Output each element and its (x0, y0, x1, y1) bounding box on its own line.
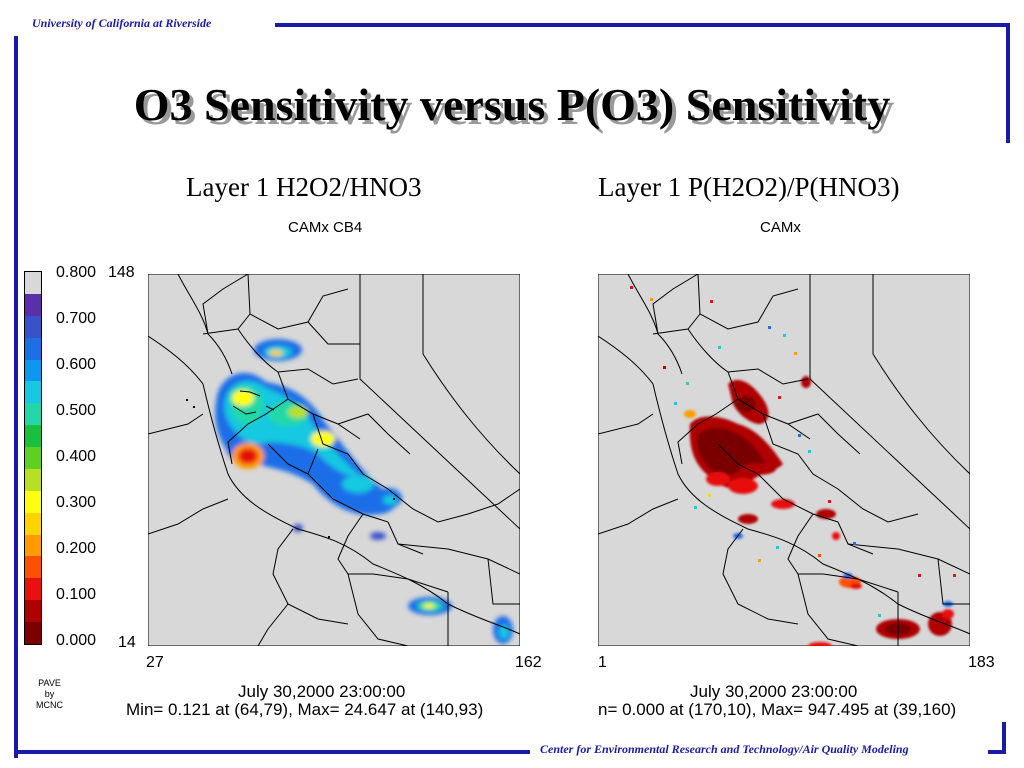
colorbar-swatch (25, 622, 41, 645)
left-map-y-bottom-tick: 14 (118, 634, 136, 651)
footer-center-name: Center for Environmental Research and Te… (540, 742, 909, 756)
right-panel-title: Layer 1 P(H2O2)/P(HNO3) (598, 172, 900, 202)
frame-top-right (275, 23, 1010, 27)
colorbar-swatch (25, 600, 41, 623)
colorbar-swatch (25, 381, 41, 404)
colorbar-swatch (25, 512, 41, 536)
colorbar-swatch (25, 425, 41, 448)
legend-label: 0.300 (56, 494, 97, 511)
right-map-x-right-tick: 183 (968, 654, 995, 671)
pave-credit: PAVE by MCNC (36, 678, 63, 711)
colorbar-swatch (25, 578, 41, 601)
right-map-minmax: n= 0.000 at (170,10), Max= 947.495 at (3… (598, 700, 957, 719)
colorbar-swatch (25, 534, 41, 557)
left-map-x-right-tick: 162 (515, 654, 542, 671)
legend-label: 0.600 (56, 356, 97, 373)
colorbar-swatch (25, 468, 41, 492)
left-map-x-left-tick: 27 (146, 654, 164, 671)
right-panel-subtitle: CAMx (760, 219, 801, 236)
right-california-map (598, 274, 970, 646)
credit-line: MCNC (36, 700, 63, 710)
header-institution: University of California at Riverside (32, 16, 212, 30)
colorbar-swatch (25, 403, 41, 426)
left-map-y-top-tick: 148 (108, 264, 135, 281)
left-panel-title: Layer 1 H2O2/HNO3 (186, 172, 422, 202)
frame-left (14, 36, 18, 758)
colorbar-swatch (25, 315, 41, 339)
legend-label: 0.700 (56, 310, 97, 327)
credit-line: by (44, 689, 55, 699)
credit-line: PAVE (38, 678, 61, 688)
legend-label: 0.200 (56, 540, 97, 557)
frame-bottom-left (14, 750, 530, 754)
left-california-map (148, 274, 520, 646)
colorbar-swatch (25, 272, 41, 295)
slide-title: O3 Sensitivity versus P(O3) Sensitivity (133, 79, 891, 130)
right-map-date: July 30,2000 23:00:00 (690, 682, 858, 701)
legend-label: 0.800 (56, 264, 97, 281)
legend-label: 0.000 (56, 632, 97, 649)
colorbar-legend (24, 271, 42, 645)
frame-right-top (1006, 23, 1010, 143)
legend-label: 0.100 (56, 586, 97, 603)
frame-bottom-right (988, 750, 1006, 754)
right-map-x-left-tick: 1 (598, 654, 607, 671)
frame-right-bottom (1002, 722, 1006, 754)
colorbar-swatch (25, 337, 41, 361)
colorbar-swatch (25, 293, 41, 317)
colorbar-swatch (25, 447, 41, 470)
colorbar-swatch (25, 556, 41, 579)
left-panel-subtitle: CAMx CB4 (288, 219, 363, 236)
left-map-minmax: Min= 0.121 at (64,79), Max= 24.647 at (1… (126, 700, 484, 719)
legend-label: 0.500 (56, 402, 97, 419)
colorbar-swatch (25, 490, 41, 514)
colorbar-swatch (25, 359, 41, 382)
left-map-date: July 30,2000 23:00:00 (238, 682, 406, 701)
legend-label: 0.400 (56, 448, 97, 465)
